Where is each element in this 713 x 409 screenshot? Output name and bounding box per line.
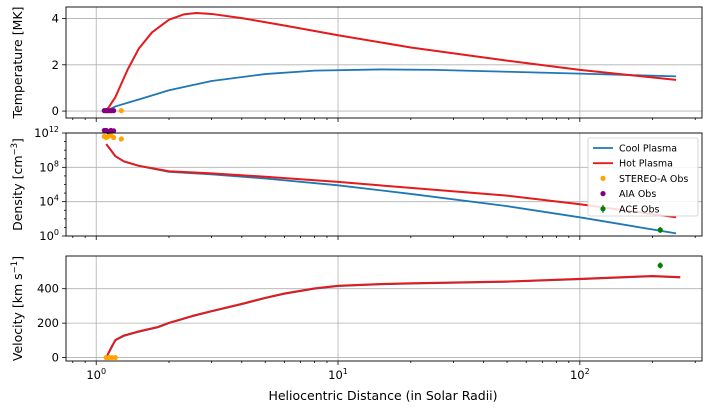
y-tick-label: 1012 (34, 125, 59, 140)
stereo-obs-point (118, 108, 124, 114)
series-line-hot-temperature (105, 12, 677, 112)
y-tick-label: 2 (52, 58, 59, 72)
y-tick-label: 0 (52, 351, 59, 365)
y-axis-label-density: Density [cm−3] (10, 138, 25, 231)
x-axis-label: Heliocentric Distance (in Solar Radii) (268, 388, 497, 403)
y-axis-label-temperature: Temperature [MK] (10, 7, 25, 120)
legend: Cool Plasma Hot Plasma STEREO-A Obs AIA Obs… (587, 137, 699, 217)
y-tick-label: 200 (37, 316, 59, 330)
legend-swatch-ace (600, 206, 606, 212)
panel-frame (65, 132, 703, 237)
series-line-hot-velocity (105, 274, 681, 359)
panel-frame (65, 255, 703, 362)
legend-label-aia: AIA Obs (619, 189, 656, 200)
ace-obs-point (657, 227, 663, 233)
stereo-obs-point (110, 134, 117, 141)
x-tick-label: 102 (570, 367, 590, 382)
stereo-obs-point (118, 136, 124, 142)
legend-label-ace: ACE Obs (619, 204, 659, 215)
legend-swatch-aia (600, 191, 606, 197)
legend-label-stereo: STEREO-A Obs (619, 174, 688, 185)
legend-box (587, 137, 699, 217)
x-tick-label: 101 (328, 367, 348, 382)
y-tick-label: 100 (39, 228, 59, 243)
aia-obs-point (110, 108, 117, 114)
aia-obs-point (110, 128, 117, 134)
stereo-obs-point (112, 354, 118, 361)
panel-temperature: 0 2 4 Temperature [MK] (10, 6, 703, 122)
y-tick-label: 104 (39, 194, 59, 209)
y-tick-label: 0 (52, 104, 59, 118)
panel-velocity: 0 200 400 Velocity [km s−1] 100 101 102 (10, 255, 703, 382)
y-tick-label: 4 (52, 12, 59, 26)
legend-label-cool: Cool Plasma (619, 144, 677, 155)
series-line-cool-temperature (105, 68, 677, 112)
series-line-hot-density (105, 143, 677, 219)
ace-obs-point (657, 262, 663, 269)
x-tick-label: 100 (86, 367, 106, 382)
y-tick-label: 108 (39, 159, 59, 174)
panel-density: 100 104 108 1012 Density [cm−3] Cool Plasma Ho… (10, 125, 703, 243)
panels: 0 2 4 Temperature [MK] 100 104 108 1012 Density … (10, 6, 703, 382)
legend-swatch-stereo (600, 175, 606, 181)
panel-frame (65, 6, 703, 119)
y-tick-label: 400 (37, 282, 59, 296)
legend-label-hot: Hot Plasma (619, 159, 673, 170)
y-axis-label-velocity: Velocity [km s−1] (10, 256, 25, 361)
stereo-obs-point (109, 354, 115, 361)
